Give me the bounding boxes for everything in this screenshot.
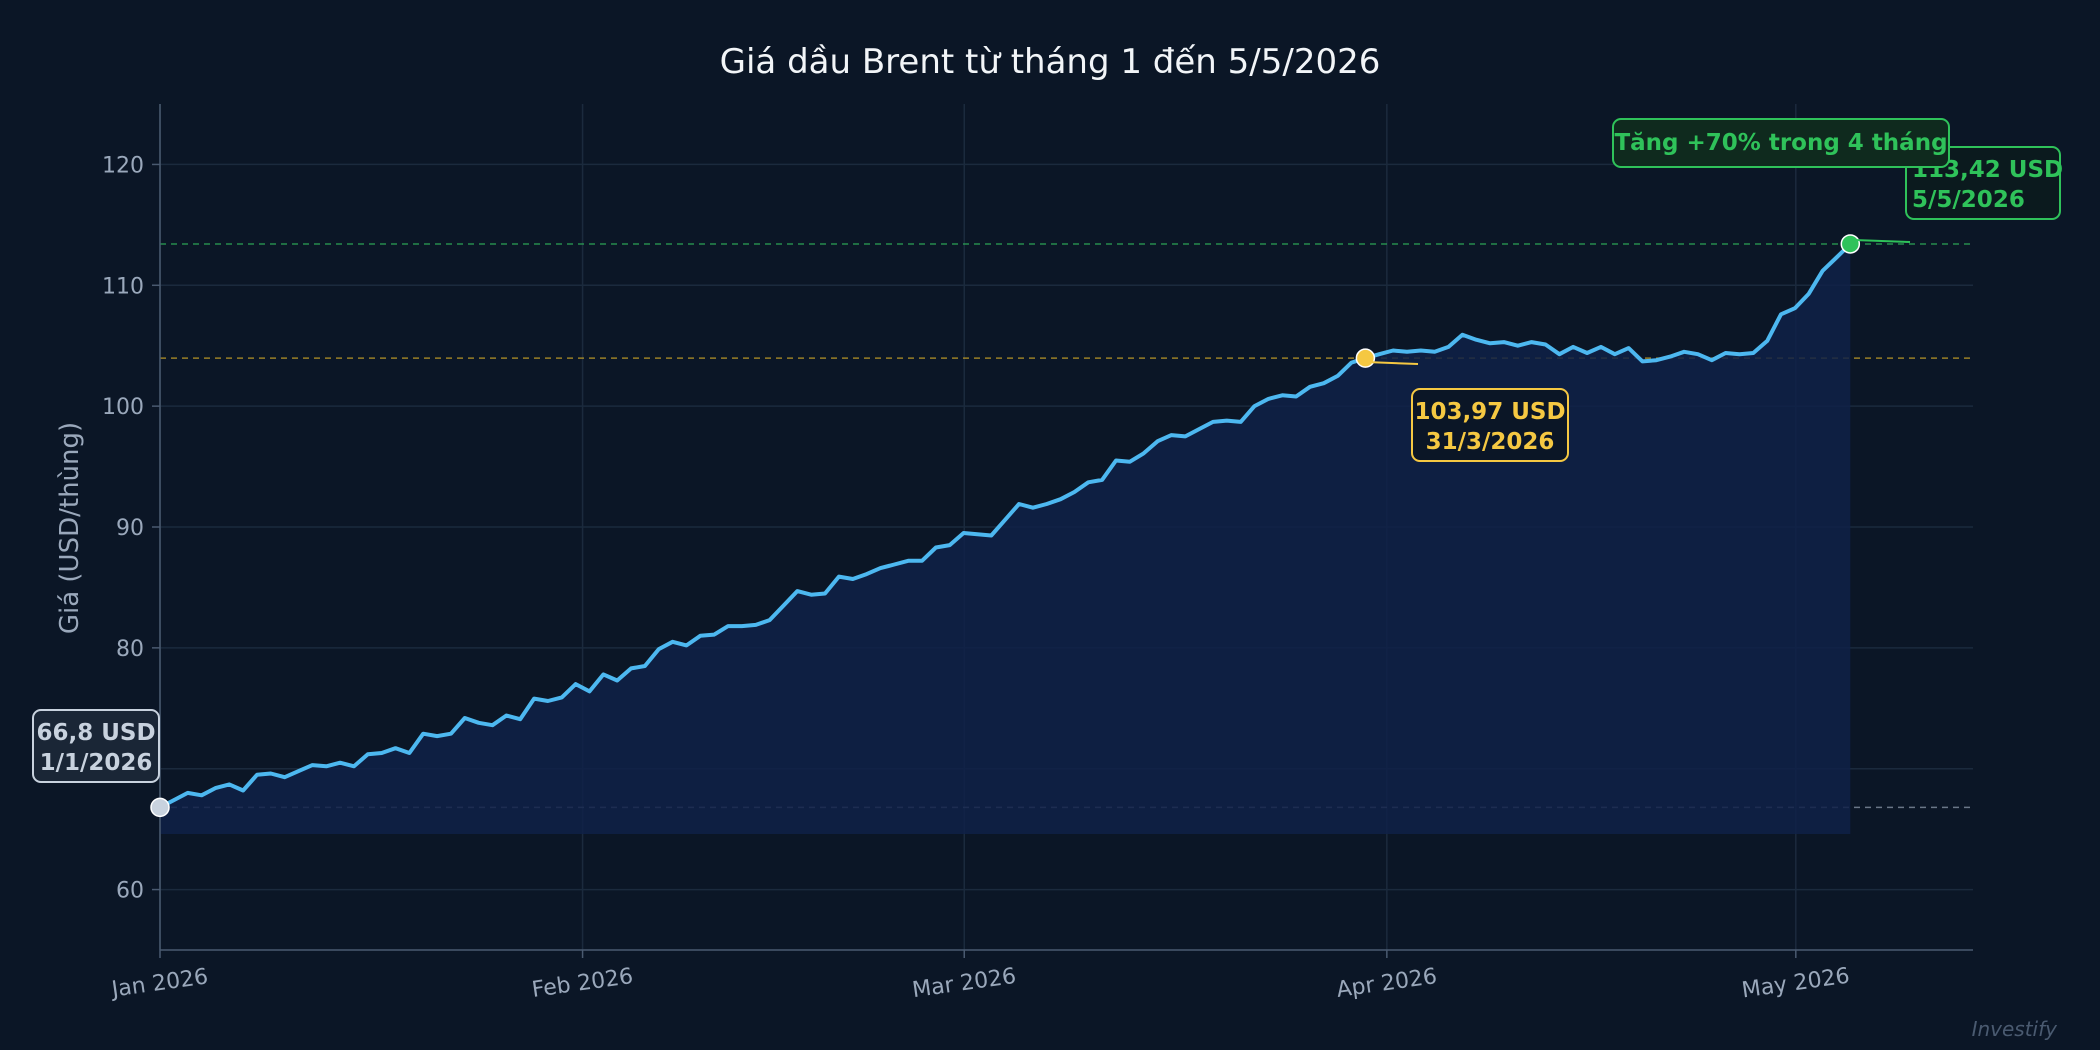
callout: Tăng +70% trong 4 tháng [1612, 118, 1950, 168]
annotation-point [150, 797, 170, 818]
callout-box [1612, 118, 1950, 168]
x-tick-label: Mar 2026 [911, 964, 1018, 1003]
annotation-arrow [155, 802, 159, 807]
y-tick-label: 110 [102, 274, 144, 299]
annotation-box [32, 709, 160, 783]
y-tick-label: 100 [102, 395, 144, 420]
x-tick-label: May 2026 [1740, 964, 1851, 1004]
watermark: Investify [1972, 1017, 2059, 1041]
y-axis-title: Giá (USD/thùng) [55, 422, 85, 634]
x-tick-label: Jan 2026 [108, 964, 209, 1003]
annotation-label-date: 31/3/2026 [1426, 429, 1555, 455]
y-tick-label: 60 [116, 879, 144, 904]
annotation-label-date: 5/5/2026 [1912, 187, 2025, 213]
annotation-point [1355, 348, 1376, 368]
y-tick-label: 120 [102, 153, 144, 178]
x-tick-label: Feb 2026 [530, 964, 634, 1003]
annotation-label-price: 103,97 USD [1414, 399, 1565, 425]
x-tick-label: Apr 2026 [1335, 964, 1439, 1003]
annotation-label-date: 1/1/2026 [40, 750, 153, 776]
annotation-point [1840, 234, 1861, 254]
annotation-label-price: 66,8 USD [36, 720, 155, 746]
chart-title: Giá dầu Brent từ tháng 1 đến 5/5/2026 [720, 42, 1381, 82]
annotation-box [1411, 388, 1569, 462]
callout-text: Tăng +70% trong 4 tháng [1614, 130, 1947, 156]
annotation-arrow [1854, 238, 1911, 243]
annotation-arrow [1369, 361, 1419, 365]
y-tick-label: 80 [116, 637, 144, 662]
price-line [159, 242, 1852, 810]
y-tick-label: 90 [116, 516, 144, 541]
